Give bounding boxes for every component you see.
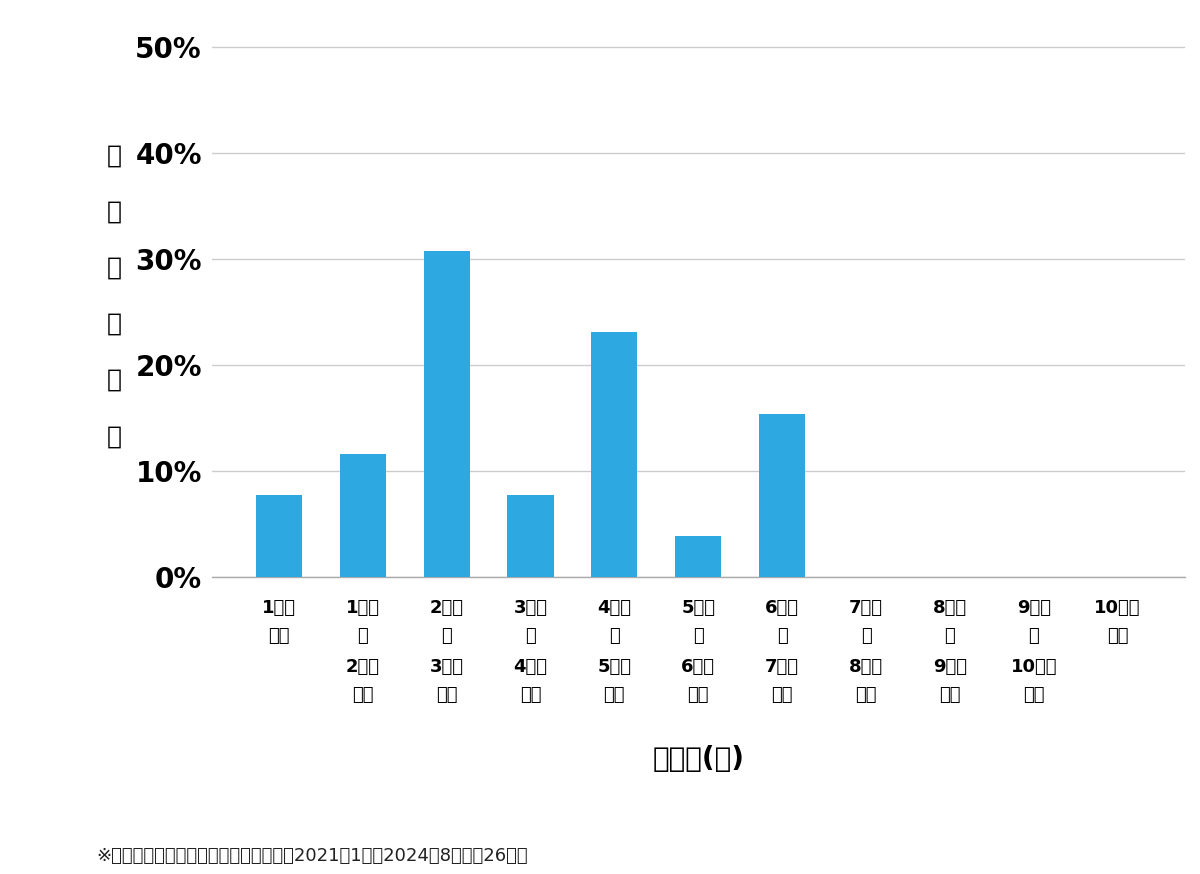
Text: 8万円: 8万円 — [848, 658, 883, 676]
Text: ※弊社受付の案件を対象に集計（期間：2021年1月～2024年8月、剈26件）: ※弊社受付の案件を対象に集計（期間：2021年1月～2024年8月、剈26件） — [96, 847, 528, 865]
Text: 帯: 帯 — [107, 256, 121, 280]
Bar — [592, 332, 637, 577]
Text: 価格帯(円): 価格帯(円) — [653, 746, 744, 773]
Text: 10万円: 10万円 — [1010, 658, 1057, 676]
Text: ～: ～ — [1028, 628, 1039, 645]
Text: ～: ～ — [692, 628, 703, 645]
Text: 未満: 未満 — [604, 686, 625, 704]
Text: 3万円: 3万円 — [430, 658, 463, 676]
Bar — [508, 496, 553, 577]
Bar — [256, 496, 302, 577]
Text: 価: 価 — [107, 143, 121, 168]
Text: 4万円: 4万円 — [514, 658, 547, 676]
Text: 未満: 未満 — [688, 686, 709, 704]
Text: 未満: 未満 — [352, 686, 373, 704]
Text: 2万円: 2万円 — [346, 658, 379, 676]
Text: 3万円: 3万円 — [514, 600, 547, 617]
Text: 以上: 以上 — [1106, 628, 1128, 645]
Bar — [424, 251, 469, 577]
Text: 未満: 未満 — [268, 628, 289, 645]
Text: 5万円: 5万円 — [598, 658, 631, 676]
Text: ～: ～ — [776, 628, 787, 645]
Text: 4万円: 4万円 — [598, 600, 631, 617]
Text: ～: ～ — [860, 628, 871, 645]
Text: 6万円: 6万円 — [682, 658, 715, 676]
Text: ～: ～ — [442, 628, 452, 645]
Bar — [676, 536, 721, 577]
Text: 2万円: 2万円 — [430, 600, 463, 617]
Text: 1万円: 1万円 — [346, 600, 379, 617]
Bar — [760, 413, 805, 577]
Text: 未満: 未満 — [436, 686, 457, 704]
Text: 未満: 未満 — [772, 686, 793, 704]
Text: 未満: 未満 — [940, 686, 961, 704]
Text: 格: 格 — [107, 199, 121, 224]
Text: 割: 割 — [107, 368, 121, 392]
Text: 5万円: 5万円 — [682, 600, 715, 617]
Text: 未満: 未満 — [520, 686, 541, 704]
Text: の: の — [107, 312, 121, 336]
Text: ～: ～ — [608, 628, 619, 645]
Text: ～: ～ — [526, 628, 536, 645]
Text: 6万円: 6万円 — [766, 600, 799, 617]
Text: 合: 合 — [107, 424, 121, 448]
Text: 1万円: 1万円 — [262, 600, 296, 617]
Text: 未満: 未満 — [856, 686, 877, 704]
Bar — [340, 454, 385, 577]
Text: ～: ～ — [358, 628, 368, 645]
Text: 8万円: 8万円 — [932, 600, 967, 617]
Text: 9万円: 9万円 — [932, 658, 967, 676]
Text: 10万円: 10万円 — [1094, 600, 1141, 617]
Text: ～: ～ — [944, 628, 955, 645]
Text: 7万円: 7万円 — [766, 658, 799, 676]
Text: 未満: 未満 — [1024, 686, 1044, 704]
Text: 9万円: 9万円 — [1016, 600, 1051, 617]
Text: 7万円: 7万円 — [850, 600, 883, 617]
